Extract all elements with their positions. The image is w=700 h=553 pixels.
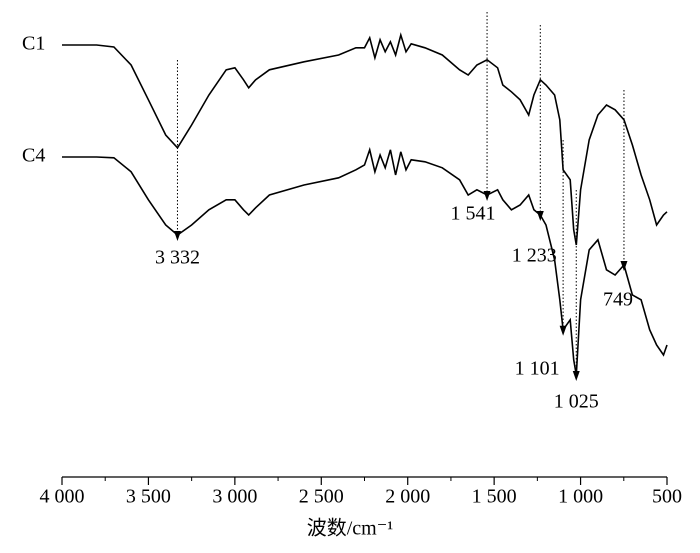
x-tick-label: 4 000 [40,486,85,508]
x-tick-label: 1 500 [472,486,517,508]
annotation-label: 1 025 [554,391,599,413]
annotation-arrow [620,261,628,271]
x-tick-label: 2 500 [299,486,344,508]
annotation-label: 1 101 [515,357,560,379]
x-tick-label: 3 500 [126,486,171,508]
x-tick-label: 2 000 [385,486,430,508]
spectrum-line [62,32,668,246]
x-tick-label: 1 000 [558,486,603,508]
annotation-label: 749 [603,289,633,311]
annotation-label: 3 332 [155,247,200,269]
annotation-arrow [536,211,544,221]
series-label: C4 [22,145,45,167]
x-tick-label: 3 000 [212,486,257,508]
spectrum-line [62,146,668,376]
annotation-arrow [572,371,580,381]
x-axis-label: 波数/cm⁻¹ [307,517,394,540]
annotation-label: 1 233 [512,245,557,267]
annotation-arrow [173,231,181,241]
annotation-label: 1 541 [451,203,496,225]
series-label: C1 [22,33,45,55]
x-tick-label: 500 [652,486,682,508]
annotation-arrow [559,325,567,336]
annotation-arrow [483,191,491,201]
